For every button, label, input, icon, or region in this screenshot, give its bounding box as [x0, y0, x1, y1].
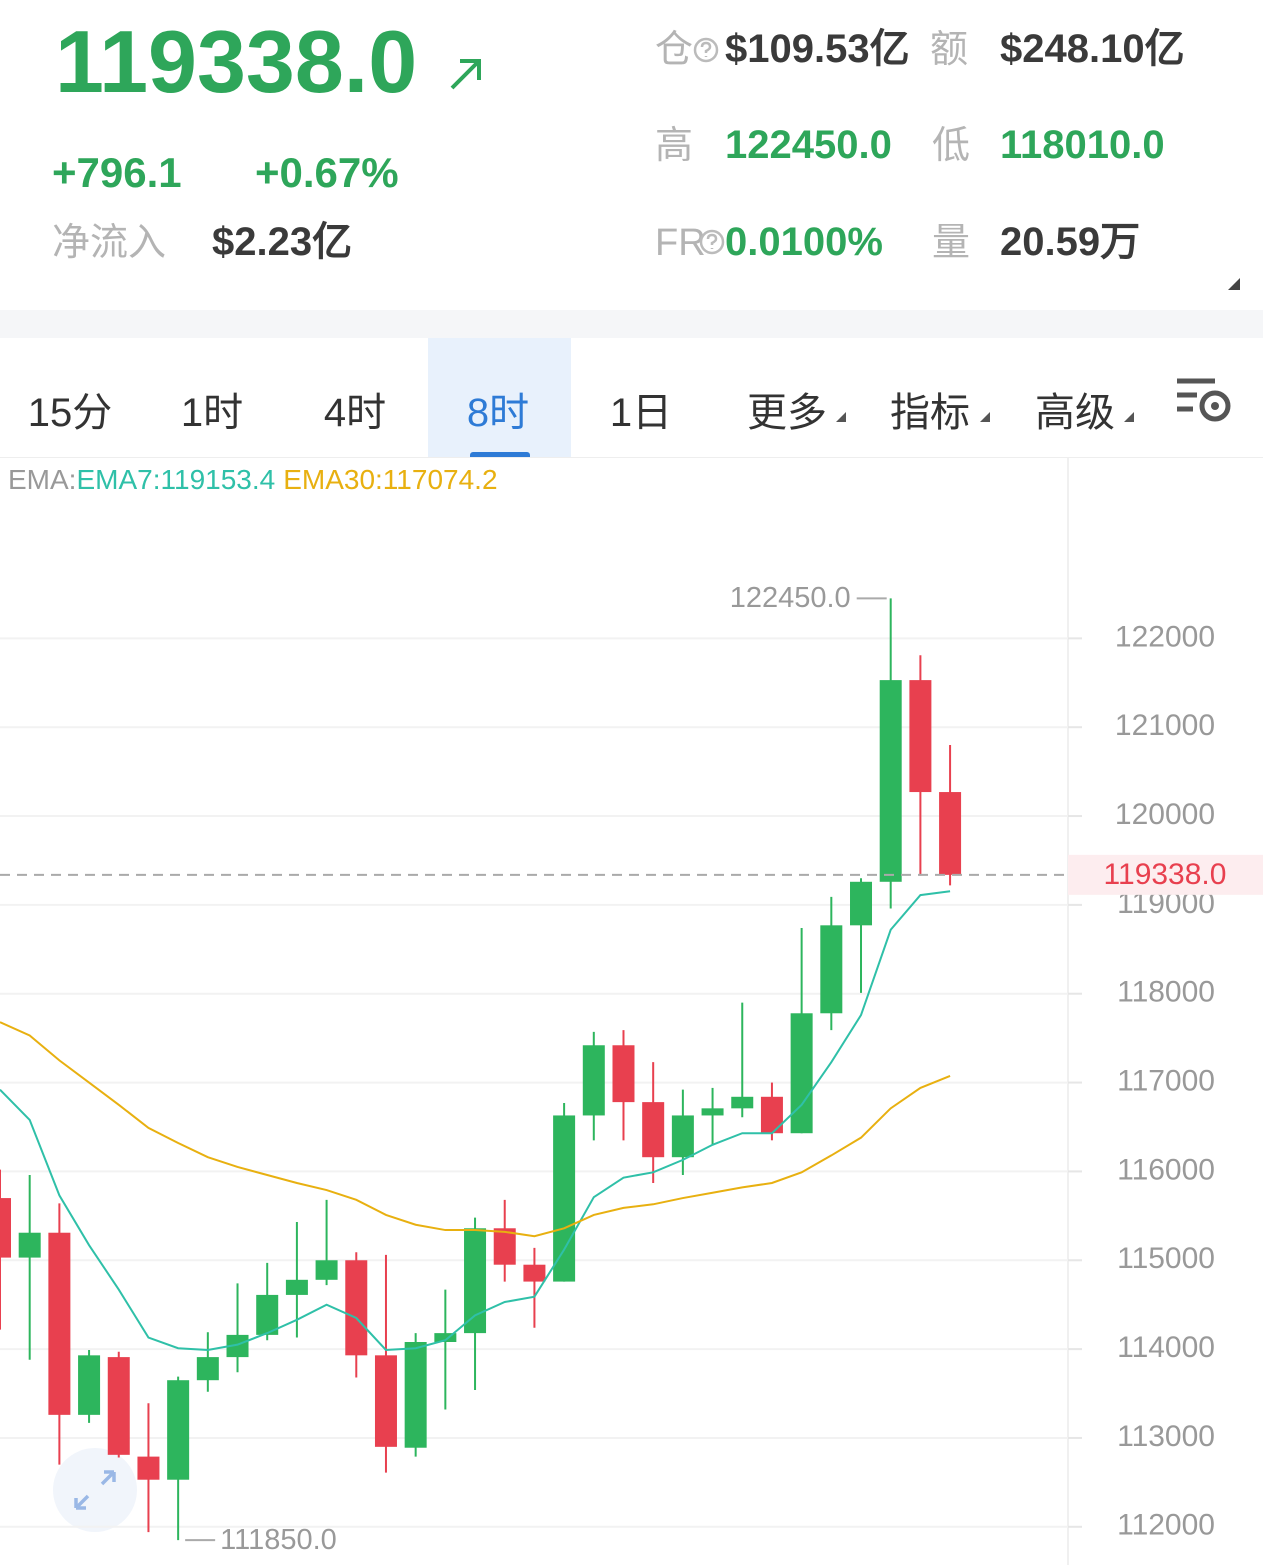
- tab[interactable]: 8时: [466, 391, 530, 435]
- stat-label: 高: [655, 125, 694, 167]
- candle-body: [226, 1334, 249, 1358]
- settings-icon[interactable]: [1175, 376, 1235, 426]
- candle-body: [909, 680, 932, 793]
- stat-label: 低: [932, 125, 971, 167]
- help-icon[interactable]: [698, 228, 726, 256]
- tab[interactable]: 更多: [747, 391, 827, 435]
- help-icon[interactable]: [692, 36, 720, 64]
- y-tick-label: 118000: [1117, 976, 1215, 1009]
- legend-entry: EMA30:117074.2: [283, 464, 497, 495]
- y-tick-label: 116000: [1117, 1153, 1215, 1186]
- candle-body: [760, 1096, 783, 1134]
- candle-body: [701, 1108, 724, 1116]
- min-label: 111850.0: [220, 1524, 337, 1556]
- stat-value: $248.10亿: [1000, 27, 1185, 71]
- candle-body: [671, 1115, 694, 1158]
- candle-body: [553, 1115, 576, 1282]
- change: +796.1: [52, 149, 182, 196]
- y-tick-label: 120000: [1115, 798, 1215, 831]
- candle-body: [167, 1380, 190, 1480]
- max-label: 122450.0: [730, 582, 851, 614]
- stat-label: 仓: [655, 29, 694, 71]
- tab[interactable]: 指标: [890, 391, 970, 435]
- stat-label: FR: [655, 222, 706, 264]
- up-arrow-icon: [450, 59, 481, 90]
- tab[interactable]: 1日: [609, 391, 673, 435]
- change-pct: +0.67%: [255, 149, 399, 196]
- candle-body: [285, 1279, 308, 1295]
- candle-body: [78, 1355, 101, 1415]
- candle-body: [493, 1228, 516, 1265]
- expand-triangle[interactable]: [1226, 276, 1242, 292]
- price: 119338.0: [55, 12, 418, 111]
- candle-body: [731, 1096, 754, 1109]
- legend-entry: EMA7:119153.4: [76, 464, 275, 495]
- y-tick-label: 122000: [1115, 620, 1215, 653]
- net-inflow: $2.23亿: [212, 220, 353, 264]
- legend-prefix: EMA:: [8, 464, 76, 495]
- y-tick-label: 121000: [1115, 709, 1215, 742]
- stat-label: 量: [932, 222, 971, 264]
- net-inflow-label: 净流入: [52, 222, 167, 264]
- stat-value: 20.59万: [1000, 220, 1141, 264]
- candle-body: [256, 1294, 279, 1335]
- candle-body: [374, 1355, 397, 1447]
- y-tick-label: 114000: [1117, 1331, 1215, 1364]
- candle-body: [315, 1260, 338, 1280]
- candle-body: [939, 792, 962, 875]
- dropdown-marks: [836, 412, 1134, 422]
- candle-body: [0, 1198, 11, 1258]
- tab[interactable]: 4时: [323, 391, 387, 435]
- candle-body: [523, 1264, 546, 1282]
- candle-body: [345, 1260, 368, 1356]
- ema-line: [0, 890, 951, 1352]
- candle-body: [790, 1013, 813, 1134]
- chart: EMA:EMA7:119153.4 EMA30:117074.2 112000 11…: [0, 458, 1263, 1565]
- tab[interactable]: 高级: [1035, 391, 1115, 435]
- candle-body: [850, 881, 873, 926]
- y-tick-label: 115000: [1117, 1242, 1215, 1275]
- y-tick-label: 113000: [1117, 1420, 1215, 1453]
- divider: [0, 310, 1263, 338]
- last-price-tag: [1068, 854, 1263, 895]
- candle-body: [196, 1357, 219, 1381]
- tab[interactable]: 1时: [180, 391, 244, 435]
- candle-body: [18, 1232, 41, 1258]
- legend: EMA:EMA7:119153.4 EMA30:117074.2: [8, 464, 498, 495]
- fullscreen-icon: [74, 1470, 116, 1510]
- candle-body: [137, 1456, 160, 1480]
- active-tab-bg: [428, 338, 571, 458]
- stat-value: 118010.0: [1000, 123, 1165, 167]
- stat-value: 122450.0: [725, 123, 892, 167]
- stat-value: $109.53亿: [725, 27, 910, 71]
- tab[interactable]: 15分: [27, 391, 113, 435]
- candle-body: [434, 1333, 457, 1343]
- candle-body: [820, 925, 843, 1014]
- candle-body: [879, 680, 902, 882]
- candle-body: [107, 1357, 130, 1455]
- candle-body: [612, 1045, 635, 1103]
- candle-body: [582, 1045, 605, 1116]
- y-tick-label: 117000: [1117, 1064, 1215, 1097]
- y-tick-label: 112000: [1117, 1509, 1215, 1542]
- candle-body: [464, 1228, 487, 1334]
- fullscreen-button[interactable]: [53, 1448, 137, 1532]
- tab-border: [0, 457, 1263, 458]
- stat-label: 额: [930, 29, 969, 71]
- ema-line: [0, 1021, 951, 1238]
- stat-value: 0.0100%: [725, 220, 883, 264]
- candle-body: [642, 1102, 665, 1158]
- candle-body: [404, 1342, 427, 1448]
- active-tab-indicator: [470, 452, 530, 458]
- candle-body: [48, 1232, 71, 1415]
- last-price-label: 119338.0: [1104, 858, 1227, 891]
